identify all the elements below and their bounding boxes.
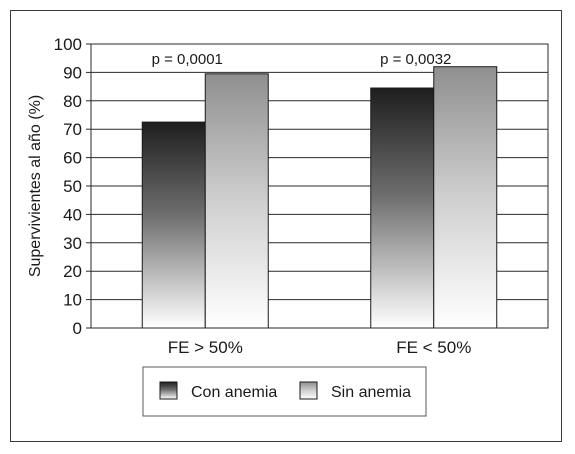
legend-swatch-con-anemia — [159, 381, 178, 400]
y-tick-label: 90 — [63, 63, 82, 82]
y-tick-label: 40 — [63, 205, 82, 224]
axes — [86, 43, 549, 329]
x-category-label: FE > 50% — [168, 338, 243, 357]
bar-sin-anemia — [433, 66, 498, 329]
legend-swatch-sin-anemia — [299, 381, 318, 400]
legend-box — [142, 366, 427, 417]
y-tick-label: 0 — [73, 319, 82, 338]
bar-con-anemia — [141, 121, 206, 329]
legend-label: Con anemia — [191, 384, 277, 401]
legend: Con anemia Sin anemia — [142, 366, 427, 417]
y-tick-label: 100 — [54, 35, 82, 54]
y-tick-label: 30 — [63, 234, 82, 253]
bars — [141, 66, 498, 329]
labels: 0 10 20 30 40 50 60 70 80 90 100 Supervivientes al … — [27, 35, 471, 357]
legend-label: Sin anemia — [331, 384, 411, 401]
y-tick-label: 80 — [63, 92, 82, 111]
plot-border — [90, 43, 549, 329]
y-axis-label: Supervivientes al año (%) — [27, 95, 44, 277]
bar-con-anemia — [370, 87, 435, 329]
y-tick-label: 10 — [63, 291, 82, 310]
y-tick-label: 60 — [63, 149, 82, 168]
p-value-annotation: p = 0,0032 — [380, 51, 451, 68]
p-value-annotation: p = 0,0001 — [152, 51, 223, 68]
y-tick-label: 70 — [63, 120, 82, 139]
bar-sin-anemia — [204, 73, 269, 329]
y-tick-label: 20 — [63, 262, 82, 281]
x-category-label: FE < 50% — [396, 338, 471, 357]
y-tick-label: 50 — [63, 177, 82, 196]
